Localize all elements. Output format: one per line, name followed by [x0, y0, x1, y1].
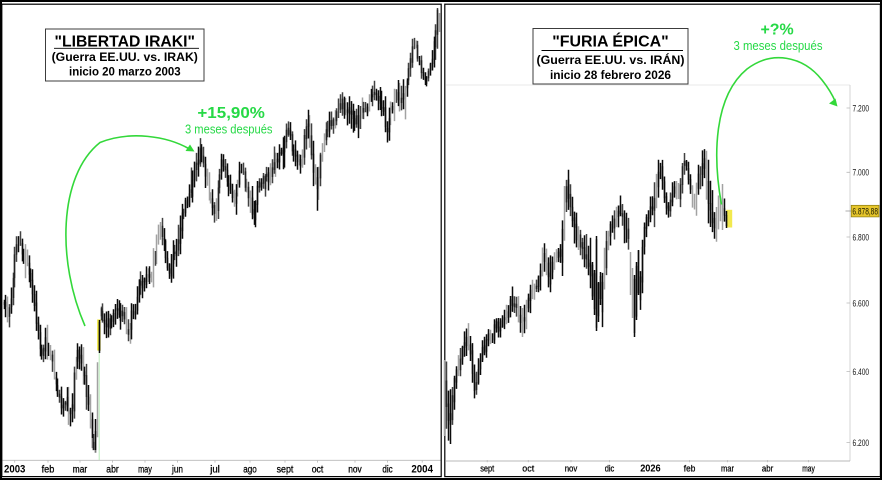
svg-text:nov: nov: [348, 465, 362, 476]
svg-text:6.800: 6.800: [853, 232, 870, 243]
svg-text:6.200: 6.200: [853, 438, 870, 449]
svg-text:ago: ago: [243, 465, 257, 476]
svg-text:+?%: +?%: [761, 22, 794, 39]
svg-text:7.000: 7.000: [853, 168, 870, 179]
svg-text:3 meses después: 3 meses después: [185, 123, 273, 137]
svg-text:oct: oct: [522, 464, 534, 475]
svg-text:abr: abr: [106, 465, 119, 476]
svg-text:(Guerra EE.UU. vs. IRÁN): (Guerra EE.UU. vs. IRÁN): [537, 52, 685, 67]
svg-text:nov: nov: [565, 464, 578, 475]
svg-text:6.878,88: 6.878,88: [852, 207, 878, 217]
svg-text:7.200: 7.200: [853, 103, 870, 114]
svg-text:+15,90%: +15,90%: [197, 105, 265, 122]
svg-text:feb: feb: [42, 465, 55, 476]
svg-text:3 meses después: 3 meses después: [734, 39, 823, 53]
svg-text:dic: dic: [382, 465, 392, 476]
svg-text:2003: 2003: [4, 464, 25, 476]
svg-text:mar: mar: [721, 464, 735, 475]
svg-text:"FURIA ÉPICA": "FURIA ÉPICA": [552, 32, 669, 51]
svg-text:6.600: 6.600: [853, 298, 870, 309]
svg-text:mar: mar: [73, 465, 88, 476]
svg-text:may: may: [802, 464, 815, 475]
svg-text:6.400: 6.400: [853, 367, 870, 378]
svg-text:dic: dic: [605, 464, 615, 475]
svg-text:sept: sept: [480, 464, 494, 475]
svg-text:may: may: [138, 465, 152, 476]
svg-text:inicio 28 febrero 2026: inicio 28 febrero 2026: [550, 69, 672, 82]
svg-text:abr: abr: [762, 464, 774, 475]
svg-text:jul: jul: [209, 465, 220, 476]
svg-text:(Guerra EE.UU. vs. IRAK): (Guerra EE.UU. vs. IRAK): [52, 50, 198, 64]
svg-text:2004: 2004: [411, 464, 433, 476]
svg-text:inicio 20 marzo 2003: inicio 20 marzo 2003: [69, 66, 181, 79]
svg-text:jun: jun: [171, 465, 183, 476]
svg-text:2026: 2026: [640, 464, 661, 475]
svg-text:feb: feb: [684, 464, 696, 475]
svg-text:oct: oct: [312, 465, 324, 476]
svg-text:"LIBERTAD IRAKI": "LIBERTAD IRAKI": [55, 34, 196, 51]
svg-text:sept: sept: [277, 465, 294, 476]
